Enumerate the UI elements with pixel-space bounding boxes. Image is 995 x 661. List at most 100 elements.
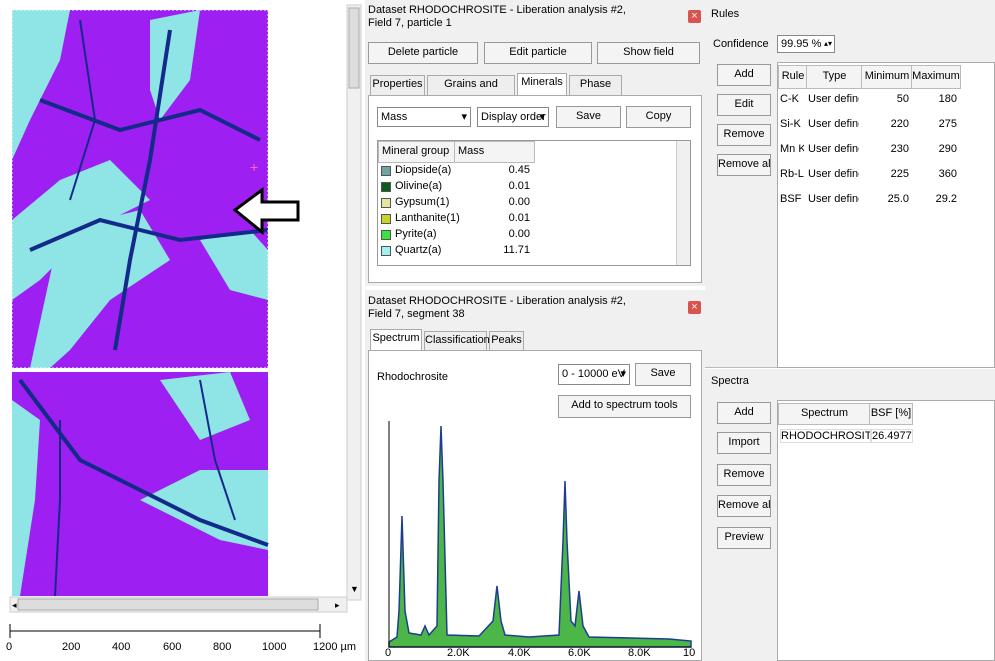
color-swatch xyxy=(381,166,391,176)
tab[interactable]: Peaks xyxy=(489,331,524,350)
button[interactable]: Save xyxy=(556,106,621,128)
column-header: Type xyxy=(806,65,863,89)
color-swatch xyxy=(381,198,391,208)
column-header: Spectrum xyxy=(778,403,871,425)
button[interactable]: Edit xyxy=(717,94,771,116)
particle-panel: Dataset RHODOCHROSITE - Liberation analy… xyxy=(365,0,705,286)
tab-selected[interactable]: Spectrum xyxy=(370,329,422,350)
column-header: Mass xyxy=(454,141,535,163)
confidence-spinner[interactable]: 99.95 % ▴▾ xyxy=(777,35,835,53)
color-swatch xyxy=(381,246,391,256)
rule-cell: User defined xyxy=(808,168,859,180)
button[interactable]: Add to spectrum tools xyxy=(558,395,691,418)
tab[interactable]: Properties xyxy=(370,75,425,95)
confidence-value: 99.95 % xyxy=(781,38,822,50)
axis-tick-label: 2.0K xyxy=(447,647,470,659)
tab[interactable]: Grains and segments xyxy=(427,75,515,107)
rule-cell: Rb-L xyxy=(780,168,804,180)
button[interactable]: Remove all xyxy=(717,154,771,176)
rule-cell: User defined xyxy=(808,193,859,205)
button[interactable]: Remove xyxy=(717,464,771,486)
mineral-name: Diopside(a) xyxy=(395,164,452,176)
scale-label: 200 xyxy=(62,641,81,653)
mineral-mass: 0.01 xyxy=(508,212,530,224)
spectra-cell: 26.4977 xyxy=(871,429,913,443)
color-swatch xyxy=(381,230,391,240)
axis-tick-label: 0 xyxy=(385,647,392,659)
button[interactable]: Preview xyxy=(717,527,771,549)
button[interactable]: Show field xyxy=(597,42,700,64)
rules-panel: Rules Confidence 99.95 % ▴▾ Add Edit Remove… xyxy=(705,0,995,368)
panel-subtitle: Field 7, particle 1 xyxy=(368,17,452,29)
dropdown[interactable]: Mass xyxy=(377,107,471,127)
button[interactable]: Remove all xyxy=(717,495,771,517)
mineral-mass: 0.00 xyxy=(508,196,530,208)
rule-cell: 50 xyxy=(896,93,909,105)
column-header: Minimum xyxy=(861,65,913,89)
tab[interactable]: Classification xyxy=(424,331,490,350)
scale-label: 800 xyxy=(213,641,232,653)
rule-cell: 25.0 xyxy=(887,193,909,205)
mineral-mass: 0.45 xyxy=(508,164,530,176)
axis-tick-label: 10 xyxy=(683,647,696,659)
dropdown[interactable]: Display order xyxy=(477,107,549,127)
close-button[interactable]: × xyxy=(688,10,701,23)
section-heading: Spectra xyxy=(711,375,749,387)
panel-title: Dataset RHODOCHROSITE - Liberation analy… xyxy=(368,295,626,307)
mineral-name: Quartz(a) xyxy=(395,244,442,256)
spectra-cell: RHODOCHROSITE(1) xyxy=(780,429,871,443)
mineral-name: Lanthanite(1) xyxy=(395,212,460,224)
spectrum-label: Rhodochrosite xyxy=(377,371,448,383)
mineral-name: Gypsum(1) xyxy=(395,196,450,208)
svg-text:+: + xyxy=(250,159,258,175)
tab-selected[interactable]: Minerals xyxy=(517,73,567,95)
rule-cell: 230 xyxy=(890,143,909,155)
button[interactable]: Delete particle xyxy=(368,42,478,64)
spectra-panel: Spectra Add Import Remove Remove all Preview… xyxy=(705,369,995,661)
mineral-name: Pyrite(a) xyxy=(395,228,437,240)
scale-label: 1200 µm xyxy=(313,641,357,653)
button[interactable]: Save xyxy=(635,363,691,386)
rule-cell: 29.2 xyxy=(935,193,957,205)
button[interactable]: Edit particle xyxy=(484,42,592,64)
rule-cell: BSF xyxy=(780,193,802,205)
button[interactable]: Copy xyxy=(626,106,691,128)
column-header: Maximum xyxy=(911,65,961,89)
confidence-label: Confidence xyxy=(713,38,769,50)
svg-text:▼: ▼ xyxy=(350,584,359,594)
svg-text:◂: ◂ xyxy=(12,600,17,610)
button[interactable]: Add xyxy=(717,402,771,424)
rule-cell: Si-K xyxy=(780,118,801,130)
rule-cell: 360 xyxy=(938,168,957,180)
axis-tick-label: 4.0K xyxy=(508,647,531,659)
close-button[interactable]: × xyxy=(688,301,701,314)
scale-label: 400 xyxy=(112,641,131,653)
panel-subtitle: Field 7, segment 38 xyxy=(368,308,465,320)
panel-title: Dataset RHODOCHROSITE - Liberation analy… xyxy=(368,4,626,16)
mineral-mass: 0.00 xyxy=(508,228,530,240)
tab[interactable]: Phase map xyxy=(569,75,622,107)
button[interactable]: Add xyxy=(717,64,771,86)
spectrum-plot xyxy=(388,421,692,648)
button[interactable]: Import xyxy=(717,432,771,454)
column-header: BSF [%] xyxy=(869,403,913,425)
section-heading: Rules xyxy=(711,8,740,20)
column-header: Mineral group xyxy=(378,141,459,163)
segment-panel: Dataset RHODOCHROSITE - Liberation analy… xyxy=(365,290,705,661)
tab-content: Mass Display order Save Copy Mineral gro… xyxy=(368,95,702,283)
mineral-mass: 11.71 xyxy=(503,244,530,256)
rule-cell: User defined xyxy=(808,118,859,130)
color-swatch xyxy=(381,182,391,192)
rule-cell: Mn K xyxy=(780,143,804,155)
rule-cell: User defined xyxy=(808,93,859,105)
button[interactable]: Remove xyxy=(717,124,771,146)
dropdown[interactable]: 0 - 10000 eV xyxy=(558,364,630,385)
rule-cell: 225 xyxy=(890,168,909,180)
mineral-mass: 0.01 xyxy=(508,180,530,192)
spectrum-axis: 0 2.0K 4.0K 6.0K 8.0K 10 xyxy=(369,647,703,661)
scrollbar xyxy=(676,141,690,265)
scale-label: 600 xyxy=(163,641,182,653)
